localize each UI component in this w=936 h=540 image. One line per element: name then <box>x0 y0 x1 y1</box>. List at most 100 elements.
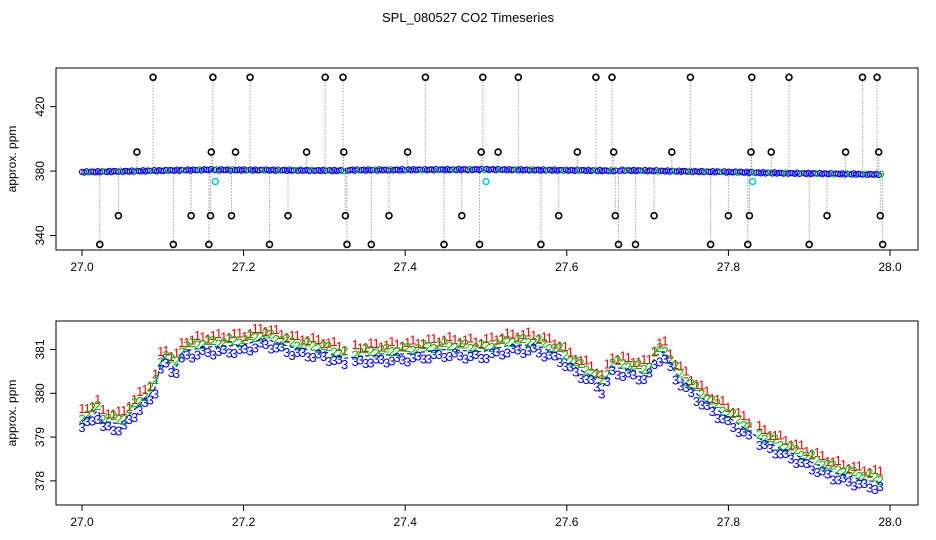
series-1-marker: 1 <box>157 344 164 359</box>
baseline-point <box>702 168 710 175</box>
baseline-point <box>169 167 176 174</box>
series-2-marker: 2 <box>336 346 343 361</box>
baseline-point <box>358 166 365 174</box>
series-3-marker: 3 <box>236 342 243 357</box>
series-3-marker: 3 <box>84 414 91 429</box>
top-y-axis: 340 380 420 <box>33 96 56 246</box>
series-2-marker: 2 <box>777 438 784 453</box>
series-2-marker: 2 <box>399 340 406 355</box>
series-3-marker: 3 <box>845 475 852 490</box>
series-3-marker: 3 <box>672 372 679 387</box>
series-3-marker: 3 <box>99 419 106 434</box>
baseline-point <box>207 165 215 173</box>
series-3-marker: 3 <box>630 367 637 382</box>
series-1-marker: 1 <box>84 401 91 416</box>
series-3-marker: 3 <box>646 366 653 381</box>
series-3-marker: 3 <box>126 412 133 427</box>
series-3-marker: 3 <box>288 348 295 363</box>
series-1-marker: 1 <box>509 326 516 341</box>
baseline-point <box>369 166 376 174</box>
top-plot-frame <box>55 67 919 251</box>
series-3-marker: 3 <box>425 352 432 367</box>
series-1-marker: 1 <box>393 336 400 351</box>
series-1-marker: 1 <box>236 326 243 341</box>
series-1-marker: 1 <box>430 331 437 346</box>
series-1-marker: 1 <box>115 403 122 418</box>
series-3-marker: 3 <box>541 349 548 364</box>
series-1-marker: 1 <box>388 334 395 349</box>
series-3-marker: 3 <box>635 372 642 387</box>
series-3-marker: 3 <box>640 372 647 387</box>
series-2-marker: 2 <box>320 338 327 353</box>
outlier-point <box>785 73 793 82</box>
series-2-marker: 2 <box>740 418 747 433</box>
series-2-marker: 2 <box>378 342 385 357</box>
series-3-marker: 3 <box>199 343 206 358</box>
series-3-marker: 3 <box>871 482 878 497</box>
baseline-point <box>533 166 540 174</box>
baseline-point <box>346 166 354 174</box>
series-1-marker: 1 <box>861 463 868 478</box>
series-2-marker: 2 <box>819 458 826 473</box>
series-1-marker: 1 <box>814 445 821 460</box>
top-y-tick-label: 340 <box>33 225 47 245</box>
outlier-point <box>592 73 600 82</box>
series-2-marker: 2 <box>787 439 794 454</box>
outlier-point <box>96 240 104 249</box>
series-3-marker: 3 <box>304 350 311 365</box>
series-2-marker: 2 <box>183 338 190 353</box>
series-2-marker: 2 <box>667 352 674 367</box>
series-3-marker: 3 <box>157 362 164 377</box>
series-1-marker: 1 <box>829 455 836 470</box>
series-2-marker: 2 <box>367 344 374 359</box>
series-3-marker: 3 <box>367 356 374 371</box>
series-2-marker: 2 <box>520 331 527 346</box>
baseline-point <box>403 166 410 173</box>
series-2-marker: 2 <box>588 366 595 381</box>
series-3-marker: 3 <box>178 351 185 366</box>
series-1-marker: 1 <box>598 367 605 382</box>
series-1-marker: 1 <box>409 333 416 348</box>
series-2-marker: 2 <box>761 431 768 446</box>
series-1-marker: 1 <box>141 382 148 397</box>
bottom-x-tick-label: 28.0 <box>878 515 902 529</box>
series-2-marker: 2 <box>451 340 458 355</box>
series-2-marker: 2 <box>572 354 579 369</box>
series-3-marker: 3 <box>714 411 721 426</box>
series-1-marker: 1 <box>456 335 463 350</box>
series-1-marker: 1 <box>241 329 248 344</box>
series-1-marker: 1 <box>835 453 842 468</box>
outlier-point <box>421 73 430 82</box>
series-2-marker: 2 <box>803 448 810 463</box>
series-2-marker: 2 <box>877 473 884 488</box>
baseline-point <box>821 170 828 177</box>
series-3-marker: 3 <box>693 394 700 409</box>
baseline-point <box>623 166 631 174</box>
outlier-point <box>874 148 883 156</box>
series-1-marker: 1 <box>651 343 658 358</box>
outlier-point <box>205 240 213 249</box>
series-3-marker: 3 <box>619 369 626 384</box>
series-2-marker: 2 <box>115 412 122 427</box>
series-1-marker: 1 <box>267 323 274 338</box>
series-1-marker: 1 <box>588 358 595 373</box>
series-2-marker: 2 <box>199 337 206 352</box>
bottom-plot-frame <box>55 320 919 506</box>
series-2-marker: 2 <box>467 341 474 356</box>
outlier-point <box>650 211 658 220</box>
baseline-point <box>657 167 665 174</box>
series-1-marker: 1 <box>94 392 101 407</box>
series-1-marker: 1 <box>357 340 364 355</box>
series-3-marker: 3 <box>388 353 395 368</box>
baseline-point <box>426 166 433 173</box>
series-3-marker: 3 <box>824 467 831 482</box>
series-2-marker: 2 <box>483 338 490 353</box>
top-x-tick-label: 27.2 <box>232 260 256 274</box>
outlier-point <box>343 240 351 249</box>
top-x-tick-label: 28.0 <box>878 260 902 274</box>
series-2-marker: 2 <box>488 340 495 355</box>
baseline-point <box>485 166 493 174</box>
series-1-marker: 1 <box>294 328 301 343</box>
series-1-marker: 1 <box>525 325 532 340</box>
outlier-point <box>537 240 545 249</box>
